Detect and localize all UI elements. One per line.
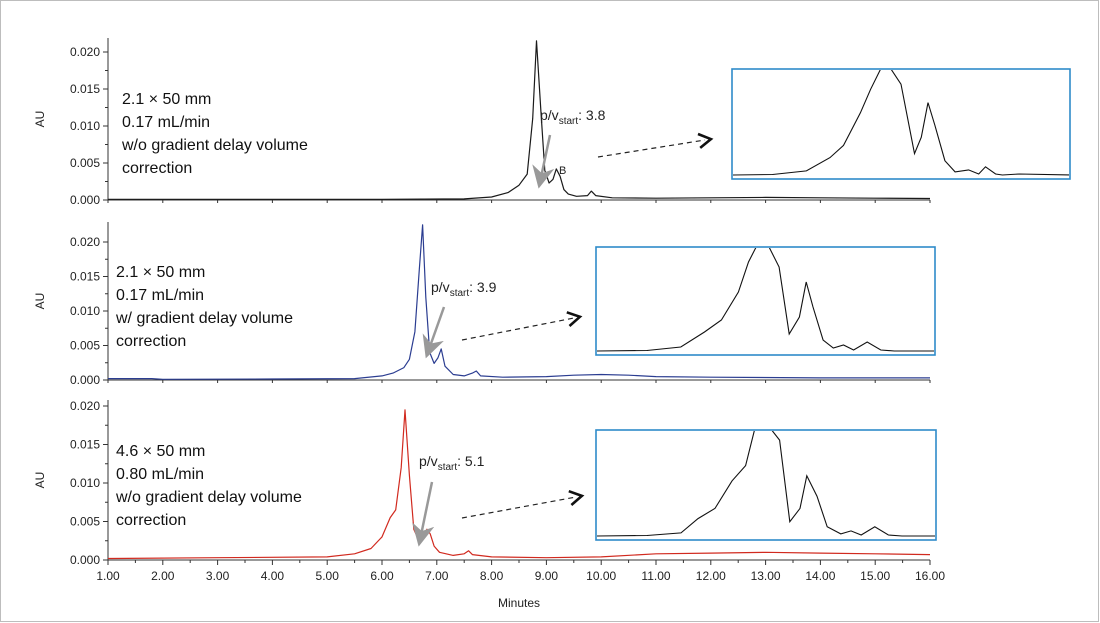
x-tick-label: 1.00 (96, 569, 120, 583)
peak-label-b: B (559, 165, 566, 177)
y-tick-label: 0.020 (70, 235, 100, 249)
condition-text: 0.17 mL/min (122, 114, 210, 131)
condition-text: w/ gradient delay volume (115, 310, 293, 327)
x-tick-label: 14.00 (805, 569, 835, 583)
condition-text: 2.1 × 50 mm (122, 91, 211, 108)
x-tick-label: 6.00 (370, 569, 394, 583)
y-tick-label: 0.020 (70, 399, 100, 413)
series-line (108, 40, 931, 200)
inset-trace-line (597, 248, 934, 352)
pv-ratio-value: : 3.9 (469, 279, 496, 295)
y-axis-title: AU (33, 111, 47, 128)
y-tick-label: 0.005 (70, 156, 100, 170)
y-tick-label: 0.010 (70, 476, 100, 490)
inset-arrow-head (568, 489, 585, 506)
y-tick-label: 0.000 (70, 373, 100, 387)
condition-text: correction (116, 512, 186, 529)
condition-text: w/o gradient delay volume (115, 489, 302, 506)
inset-box (731, 68, 1071, 180)
y-tick-label: 0.015 (70, 270, 100, 284)
x-tick-label: 13.00 (751, 569, 781, 583)
y-tick-label: 0.015 (70, 438, 100, 452)
condition-text: 0.17 mL/min (116, 287, 204, 304)
pv-ratio-subscript: start (450, 288, 470, 299)
panel-2: 0.000 0.005 0.010 0.015 0.020 AU 2.1 × 50 mm 0.… (33, 222, 936, 387)
x-tick-label: 7.00 (425, 569, 449, 583)
pv-ratio-subscript: start (559, 116, 579, 127)
x-tick-label: 11.00 (641, 569, 670, 583)
inset-trace-line (733, 70, 1069, 176)
y-axis-title: AU (33, 472, 47, 489)
inset-dashed-arrow (597, 139, 706, 158)
inset-trace-line (597, 431, 935, 537)
y-tick-label: 0.005 (70, 339, 100, 353)
valley-arrow (532, 134, 555, 189)
x-axis-title: Minutes (498, 596, 540, 610)
valley-arrow (412, 481, 435, 547)
x-tick-label: 15.00 (860, 569, 890, 583)
valley-arrow (422, 306, 446, 359)
inset-arrow-head (697, 132, 714, 149)
x-tick-label: 9.00 (535, 569, 559, 583)
pv-ratio-label: p/vstart: 3.8 (540, 107, 606, 127)
condition-text: correction (116, 333, 186, 350)
y-tick-label: 0.020 (70, 45, 100, 59)
inset-box (595, 429, 937, 541)
x-tick-label: 2.00 (151, 569, 175, 583)
y-tick-label: 0.010 (70, 119, 100, 133)
x-tick-label: 16.00 (915, 569, 945, 583)
condition-text: correction (122, 160, 192, 177)
pv-ratio-label: p/vstart: 5.1 (419, 453, 485, 473)
pv-ratio-prefix: p/v (540, 107, 559, 123)
condition-text: 0.80 mL/min (116, 466, 204, 483)
x-tick-label: 4.00 (261, 569, 285, 583)
y-tick-label: 0.010 (70, 304, 100, 318)
x-tick-label: 3.00 (206, 569, 230, 583)
condition-text: 4.6 × 50 mm (116, 443, 205, 460)
pv-ratio-value: : 3.8 (578, 107, 605, 123)
pv-ratio-subscript: start (438, 462, 458, 473)
pv-ratio-prefix: p/v (419, 453, 438, 469)
inset-box (595, 246, 936, 356)
panel-1: 0.000 0.005 0.010 0.015 0.020 AU 2.1 × 50 mm 0.… (33, 38, 1071, 207)
condition-text: 2.1 × 50 mm (116, 264, 205, 281)
y-tick-label: 0.005 (70, 515, 100, 529)
condition-text: w/o gradient delay volume (121, 137, 308, 154)
pv-ratio-label: p/vstart: 3.9 (431, 279, 497, 299)
y-tick-label: 0.000 (70, 193, 100, 207)
panel-3: 0.000 0.005 0.010 0.015 0.020 AU 4.6 × 50 mm 0.… (33, 399, 937, 567)
inset-arrow-head (566, 311, 583, 327)
inset-dashed-arrow (461, 317, 575, 341)
x-tick-label: 5.00 (316, 569, 340, 583)
pv-ratio-value: : 5.1 (457, 453, 484, 469)
x-tick-label: 10.00 (586, 569, 616, 583)
x-tick-label: 8.00 (480, 569, 504, 583)
x-tick-label: 12.00 (696, 569, 726, 583)
y-tick-label: 0.015 (70, 82, 100, 96)
inset-dashed-arrow (461, 496, 577, 519)
y-tick-label: 0.000 (70, 553, 100, 567)
y-axis-title: AU (33, 293, 47, 310)
pv-ratio-prefix: p/v (431, 279, 450, 295)
